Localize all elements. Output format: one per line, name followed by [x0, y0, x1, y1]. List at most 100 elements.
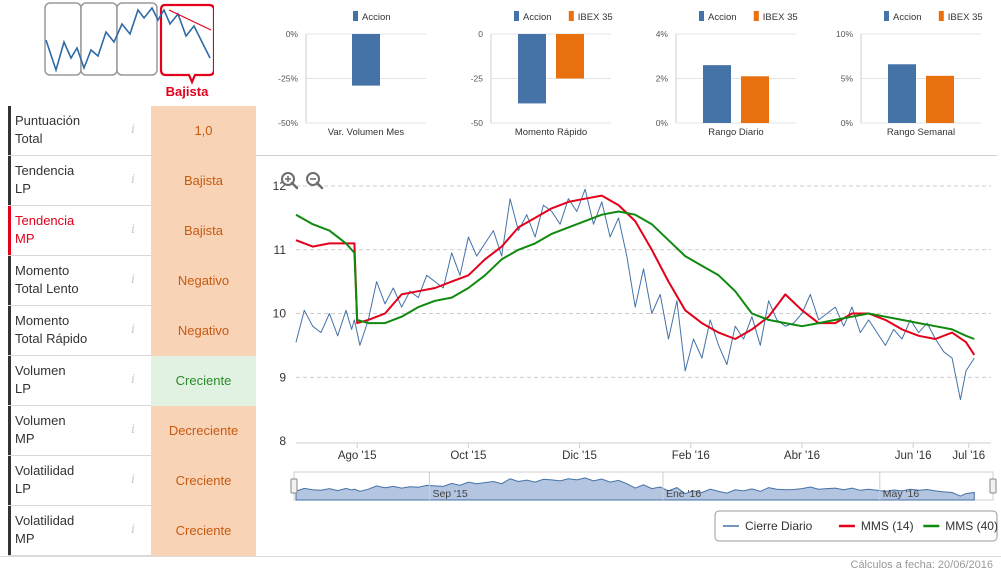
score-label-line1: Momento — [15, 263, 70, 278]
navigator-handle-right[interactable] — [989, 478, 997, 494]
legend-label[interactable]: Cierre Diario — [745, 519, 813, 533]
bar[interactable] — [556, 34, 584, 79]
score-label: Volatilidad LP — [8, 456, 120, 505]
score-panel: Bajista Puntuación Total i 1,0 Tendencia LP i B… — [0, 0, 256, 556]
score-value: Decreciente — [151, 406, 256, 456]
score-row[interactable]: Puntuación Total i 1,0 — [8, 106, 256, 156]
score-label-line1: Volatilidad — [15, 463, 75, 478]
score-label: Volatilidad MP — [8, 506, 120, 555]
legend-label[interactable]: MMS (40) — [945, 519, 998, 533]
tick-label: 2% — [656, 74, 669, 84]
legend-label[interactable]: Accion — [893, 12, 922, 23]
info-icon[interactable]: i — [131, 372, 135, 386]
bar[interactable] — [888, 64, 916, 123]
bar[interactable] — [926, 75, 954, 123]
x-tick-label: Oct '15 — [450, 450, 486, 462]
zoom-out-icon[interactable] — [306, 172, 324, 190]
trend-box-1[interactable] — [44, 2, 82, 76]
score-value: Creciente — [151, 456, 256, 506]
navigator-label: Sep '15 — [432, 488, 467, 500]
info-icon[interactable]: i — [131, 222, 135, 236]
score-label-line2: LP — [15, 381, 31, 396]
bar[interactable] — [741, 76, 769, 123]
legend-swatch — [753, 11, 759, 21]
series-line[interactable] — [295, 188, 975, 401]
score-label: Puntuación Total — [8, 106, 120, 155]
info-icon[interactable]: i — [131, 272, 135, 286]
series-line[interactable] — [295, 194, 976, 356]
mini-charts: Accion 0% -25% -50% Var. Volumen Mes Accion IB… — [256, 0, 1001, 150]
chart-legend: Cierre Diario MMS (14) MMS (40) — [714, 510, 998, 542]
info-icon[interactable]: i — [131, 422, 135, 436]
score-label-line1: Tendencia — [15, 163, 75, 178]
trend-sparkline-icon — [45, 6, 211, 73]
legend-label[interactable]: IBEX 35 — [948, 12, 983, 23]
score-value: Bajista — [151, 206, 256, 256]
footer: Cálculos a fecha: 20/06/2016 — [0, 556, 1001, 576]
score-label-line2: Total Rápido — [15, 331, 88, 346]
navigator-series — [295, 477, 975, 501]
mini-chart: Accion IBEX 35 4% 2% 0% Rango Diario — [656, 11, 798, 138]
score-label-line2: MP — [15, 431, 35, 446]
y-tick-label: 8 — [279, 434, 286, 448]
zoom-in-icon[interactable] — [281, 172, 299, 190]
trend-box-3[interactable] — [116, 2, 158, 76]
bar[interactable] — [518, 34, 546, 104]
x-tick-label: Abr '16 — [784, 450, 820, 462]
legend-swatch — [353, 11, 358, 21]
score-row[interactable]: Volatilidad LP i Creciente — [8, 456, 256, 506]
tick-label: -25 — [471, 74, 484, 84]
trend-label: Bajista — [165, 84, 209, 99]
info-icon[interactable]: i — [131, 322, 135, 336]
mini-chart: Accion IBEX 35 10% 5% 0% Rango Semanal — [836, 11, 983, 138]
legend-label[interactable]: MMS (14) — [861, 519, 914, 533]
y-tick-label: 9 — [279, 370, 286, 384]
score-row[interactable]: Volumen MP i Decreciente — [8, 406, 256, 456]
tick-label: 0% — [286, 29, 299, 39]
score-row[interactable]: Tendencia LP i Bajista — [8, 156, 256, 206]
tick-label: 5% — [841, 74, 854, 84]
score-label-line1: Volatilidad — [15, 513, 75, 528]
score-label-line2: LP — [15, 481, 31, 496]
tick-label: 0% — [841, 118, 854, 128]
score-row[interactable]: Tendencia MP i Bajista — [8, 206, 256, 256]
score-value: Negativo — [151, 256, 256, 306]
legend-label[interactable]: IBEX 35 — [578, 12, 613, 23]
score-row[interactable]: Momento Total Lento i Negativo — [8, 256, 256, 306]
info-icon[interactable]: i — [131, 522, 135, 536]
score-label: Volumen MP — [8, 406, 120, 455]
calculation-date: Cálculos a fecha: 20/06/2016 — [850, 559, 994, 571]
score-label: Tendencia MP — [8, 206, 120, 255]
series-line[interactable] — [295, 210, 975, 340]
bar[interactable] — [703, 65, 731, 123]
score-row[interactable]: Volumen LP i Creciente — [8, 356, 256, 406]
score-label: Momento Total Lento — [8, 256, 120, 305]
navigator-label: May '16 — [883, 488, 920, 500]
info-icon[interactable]: i — [131, 122, 135, 136]
navigator-handle-left[interactable] — [290, 478, 298, 494]
mini-chart: Accion 0% -25% -50% Var. Volumen Mes — [278, 11, 426, 138]
score-label-line1: Volumen — [15, 413, 66, 428]
chart-title: Momento Rápido — [515, 127, 587, 138]
x-tick-label: Jun '16 — [895, 450, 932, 462]
trend-box-active[interactable] — [159, 3, 214, 85]
legend-label[interactable]: Accion — [523, 12, 552, 23]
tick-label: -50% — [278, 118, 298, 128]
y-tick-label: 11 — [274, 243, 287, 257]
score-label-line1: Tendencia — [15, 213, 75, 228]
score-label: Momento Total Rápido — [8, 306, 120, 355]
tick-label: 4% — [656, 29, 669, 39]
trend-arrow-icon — [168, 9, 212, 31]
info-icon[interactable]: i — [131, 472, 135, 486]
bar[interactable] — [352, 34, 380, 86]
navigator-label: Ene '16 — [666, 488, 701, 500]
legend-label[interactable]: Accion — [362, 12, 391, 23]
score-label-line1: Volumen — [15, 363, 66, 378]
legend-label[interactable]: IBEX 35 — [763, 12, 798, 23]
legend-swatch — [938, 11, 944, 21]
info-icon[interactable]: i — [131, 172, 135, 186]
score-row[interactable]: Volatilidad MP i Creciente — [8, 506, 256, 556]
legend-label[interactable]: Accion — [708, 12, 737, 23]
score-row[interactable]: Momento Total Rápido i Negativo — [8, 306, 256, 356]
score-label-line2: MP — [15, 231, 35, 246]
